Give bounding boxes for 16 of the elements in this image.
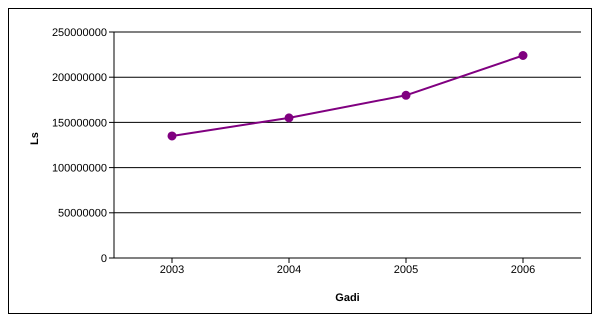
y-tick-label: 100000000 <box>52 162 107 175</box>
point <box>518 51 528 60</box>
y-tick-label: 150000000 <box>52 117 107 130</box>
y-tick-label: 200000000 <box>52 72 107 84</box>
x-axis-title: Gadi <box>335 292 360 304</box>
y-axis-title: Ls <box>28 132 41 145</box>
x-tick-label: 2003 <box>160 264 184 276</box>
point <box>168 131 176 140</box>
y-tick-label: 250000000 <box>52 26 107 39</box>
point <box>284 113 294 122</box>
x-tick-label: 2006 <box>510 264 536 276</box>
x-tick-label: 2005 <box>394 264 418 276</box>
point <box>402 90 410 100</box>
x-tick-label: 2004 <box>276 264 302 276</box>
y-tick-label: 0 <box>100 252 107 265</box>
y-tick-label: 50000000 <box>58 208 107 220</box>
